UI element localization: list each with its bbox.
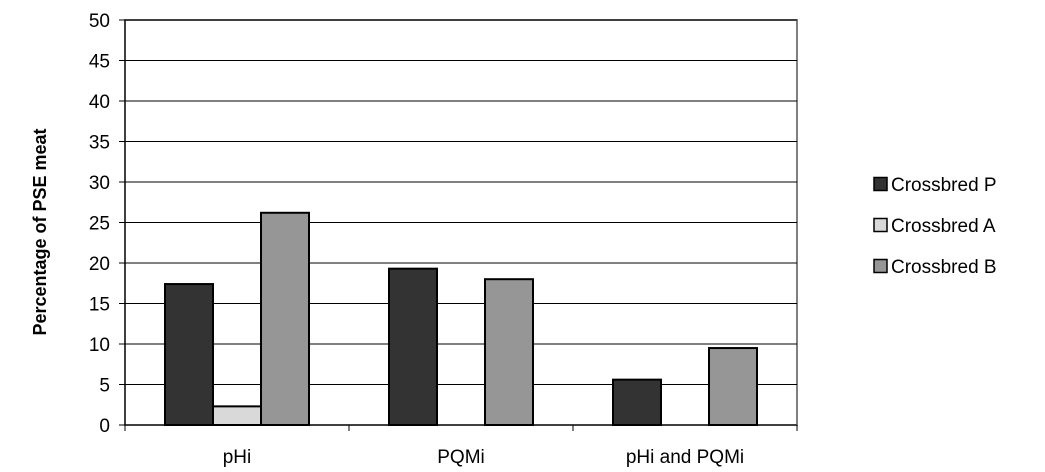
y-tick-label: 5 [99,376,110,397]
x-axis-ticks: pHi PQMi pHi and PQMi [124,425,798,468]
bar-crossbred-b-0 [260,211,310,426]
bar-crossbred-b-2 [708,347,758,426]
legend-label: Crossbred B [891,257,997,278]
y-tick-label: 20 [89,254,110,275]
bar-crossbred-p-1 [388,267,438,427]
bar-crossbred-p-2 [612,378,662,427]
x-category-label: pHi and PQMi [626,447,744,468]
y-tick-label: 30 [89,173,110,194]
bar-crossbred-b-1 [484,278,534,427]
y-tick-label: 15 [89,295,110,316]
y-axis-ticks: 0 5 10 15 20 25 30 35 40 45 50 [89,11,125,437]
legend-label: Crossbred P [891,175,997,196]
y-tick-label: 40 [89,92,110,113]
legend-swatch [873,217,888,233]
legend-swatch [873,258,888,274]
y-tick-label: 25 [89,214,110,235]
gridlines [125,19,797,385]
y-axis-title: Percentage of PSE meat [30,128,50,335]
y-tick-label: 45 [89,52,110,73]
legend: Crossbred P Crossbred A Crossbred B [873,175,997,278]
x-category-label: pHi [223,447,252,468]
legend-swatch [873,176,888,192]
bars [164,211,758,427]
y-tick-label: 50 [89,11,110,32]
bar-crossbred-a-0 [212,405,262,426]
x-category-label: PQMi [437,447,485,468]
y-tick-label: 10 [89,335,110,356]
y-tick-label: 0 [99,416,110,437]
y-tick-label: 35 [89,133,110,154]
legend-label: Crossbred A [891,216,996,237]
bar-crossbred-p-0 [164,283,214,426]
